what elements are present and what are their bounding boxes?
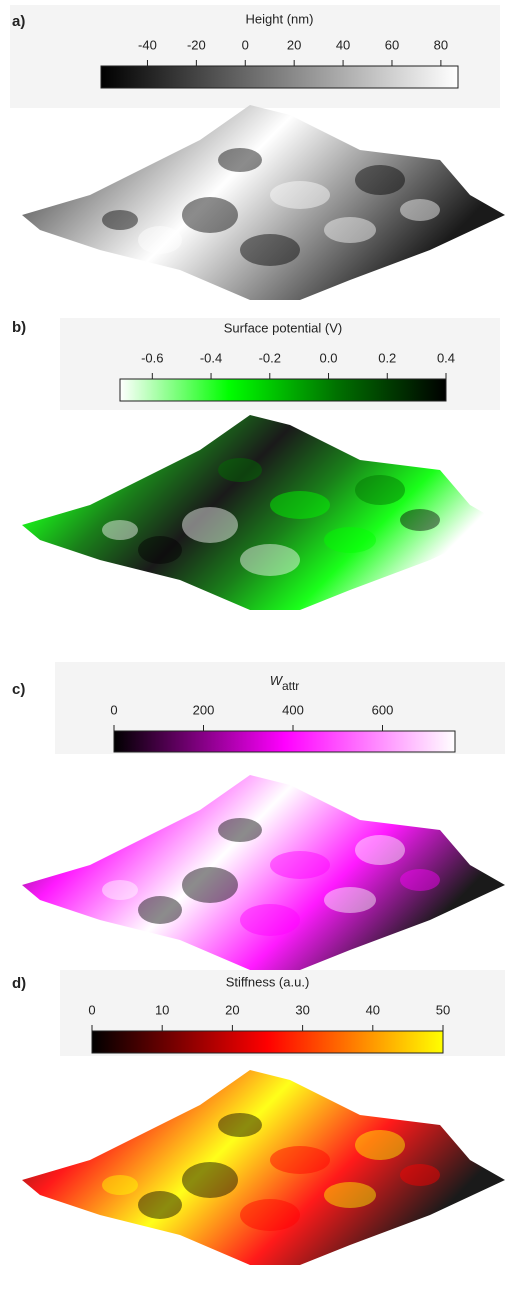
colorbar-tick-label: 0.2: [378, 350, 396, 365]
surface-feature: [240, 904, 300, 936]
surface-feature: [355, 165, 405, 195]
surface-feature: [218, 1113, 262, 1137]
surface-feature: [355, 1130, 405, 1160]
surface-feature: [218, 818, 262, 842]
colorbar: [114, 731, 455, 752]
colorbar-title-sub: attr: [282, 679, 299, 693]
surface-feature: [355, 475, 405, 505]
colorbar-tick-label: -20: [187, 37, 206, 52]
colorbar: [101, 66, 458, 88]
panel-label: a): [12, 13, 25, 30]
surface-feature: [218, 148, 262, 172]
colorbar-tick-label: -0.4: [200, 350, 222, 365]
surface-feature: [240, 234, 300, 266]
colorbar-tick-label: 40: [366, 1002, 380, 1017]
surface-feature: [182, 867, 238, 903]
surface-feature: [138, 226, 182, 254]
colorbar-tick-label: 50: [436, 1002, 450, 1017]
colorbar-tick-label: 0.0: [319, 350, 337, 365]
colorbar-tick-label: 0: [242, 37, 249, 52]
panel-label: b): [12, 319, 26, 336]
surface-feature: [324, 1182, 376, 1208]
surface-feature: [324, 527, 376, 553]
colorbar-tick-label: 400: [282, 702, 304, 717]
colorbar-title: Height (nm): [246, 11, 314, 26]
colorbar-tick-label: 60: [385, 37, 399, 52]
colorbar-tick-label: 30: [295, 1002, 309, 1017]
surface-feature: [400, 869, 440, 891]
surface-feature: [138, 536, 182, 564]
colorbar-tick-label: 0.4: [437, 350, 455, 365]
panel-label: d): [12, 975, 26, 992]
surface-feature: [270, 181, 330, 209]
colorbar-tick-label: 40: [336, 37, 350, 52]
colorbar-tick-label: 10: [155, 1002, 169, 1017]
colorbar: [92, 1031, 443, 1053]
surface-feature: [270, 491, 330, 519]
colorbar-tick-label: 20: [225, 1002, 239, 1017]
colorbar-tick-label: 200: [193, 702, 215, 717]
page: a) Height (nm) -40 -20 0 20 40 60 80 b) Surface po…: [0, 0, 515, 1289]
colorbar-tick-label: 600: [372, 702, 394, 717]
surface-feature: [182, 507, 238, 543]
panel-label: c): [12, 681, 25, 698]
colorbar-tick-label: -0.2: [259, 350, 281, 365]
colorbar-tick-label: 0: [88, 1002, 95, 1017]
surface-feature: [218, 458, 262, 482]
surface-feature: [138, 896, 182, 924]
surface-feature: [102, 880, 138, 900]
surface-feature: [324, 887, 376, 913]
surface-feature: [270, 851, 330, 879]
surface-feature: [324, 217, 376, 243]
colorbar-title: Surface potential (V): [224, 320, 343, 335]
colorbar-title: Stiffness (a.u.): [226, 974, 310, 989]
surface-feature: [102, 210, 138, 230]
surface-feature: [400, 199, 440, 221]
surface-feature: [182, 1162, 238, 1198]
surface-feature: [400, 1164, 440, 1186]
surface-feature: [240, 544, 300, 576]
colorbar-tick-label: -0.6: [141, 350, 163, 365]
surface-feature: [270, 1146, 330, 1174]
surface-feature: [355, 835, 405, 865]
surface-feature: [138, 1191, 182, 1219]
surface-feature: [102, 1175, 138, 1195]
colorbar-tick-label: 80: [434, 37, 448, 52]
colorbar-tick-label: 20: [287, 37, 301, 52]
surface-feature: [182, 197, 238, 233]
surface-feature: [400, 509, 440, 531]
figure: a) Height (nm) -40 -20 0 20 40 60 80 b) Surface po…: [0, 0, 515, 1289]
surface-feature: [240, 1199, 300, 1231]
colorbar-tick-label: -40: [138, 37, 157, 52]
colorbar-tick-label: 0: [110, 702, 117, 717]
surface-feature: [102, 520, 138, 540]
colorbar: [120, 379, 446, 401]
